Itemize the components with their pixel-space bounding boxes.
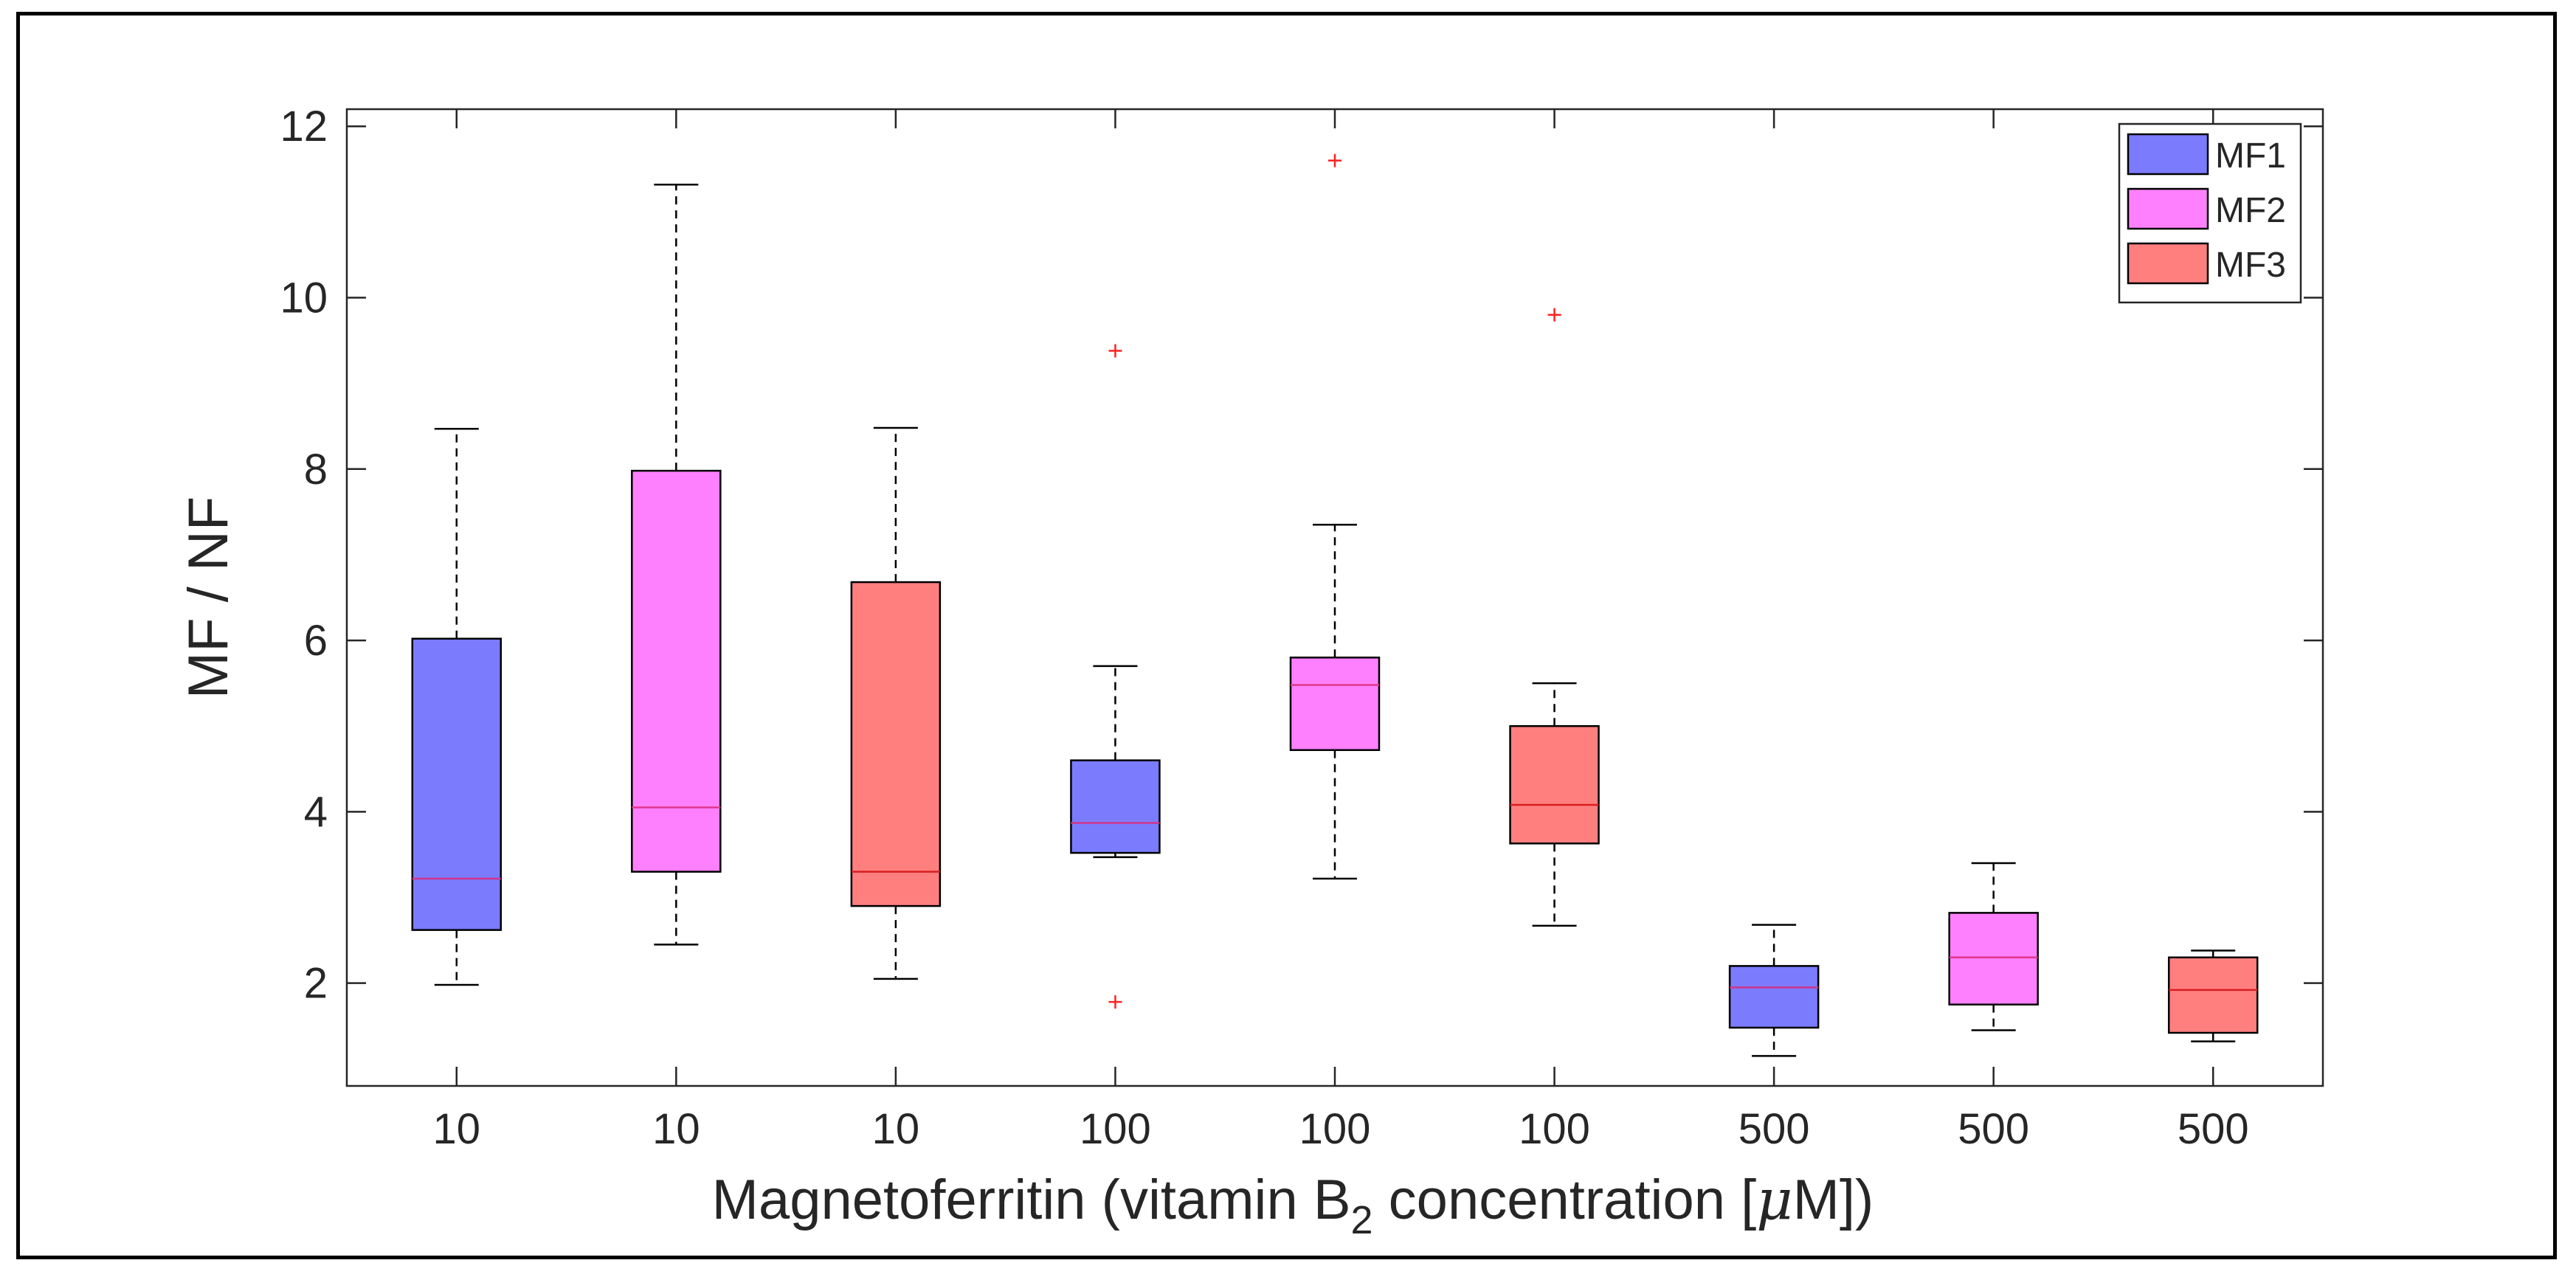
y-tick-label: 10 <box>280 274 328 322</box>
box-8-mf2 <box>1948 862 2039 1031</box>
legend-swatch-mf3 <box>2127 242 2209 285</box>
x-axis-title-prefix: Magnetoferritin (vitamin B <box>712 1169 1351 1231</box>
iqr-box <box>631 469 722 873</box>
outlier-marker <box>1328 153 1341 167</box>
legend-label-mf2: MF2 <box>2215 191 2286 230</box>
x-axis-title-subscript: 2 <box>1351 1198 1373 1242</box>
y-tick-label: 12 <box>280 103 328 150</box>
x-tick-label: 500 <box>2178 1105 2249 1153</box>
x-tick-label: 10 <box>433 1105 481 1153</box>
iqr-box <box>411 637 503 931</box>
x-tick-label: 100 <box>1080 1105 1151 1153</box>
y-tick-label: 8 <box>304 446 328 494</box>
iqr-box <box>1070 759 1161 854</box>
box-9-mf3 <box>2167 949 2259 1042</box>
x-axis-title: Magnetoferritin (vitamin B2 concentratio… <box>712 1166 1874 1242</box>
y-axis-title: MF / NF <box>177 496 240 699</box>
x-axis-title-mu: μ <box>1756 1166 1792 1232</box>
outlier-marker <box>1547 308 1561 322</box>
box-6-mf3 <box>1509 308 1600 927</box>
x-tick-label: 10 <box>652 1105 700 1153</box>
x-tick-label: 500 <box>1738 1105 1810 1153</box>
box-7-mf1 <box>1728 924 1820 1057</box>
legend-swatch-mf2 <box>2127 187 2209 230</box>
x-tick-label: 500 <box>1958 1105 2029 1153</box>
iqr-box <box>850 581 942 907</box>
box-4-mf1 <box>1070 344 1161 1009</box>
x-tick-label: 100 <box>1299 1105 1371 1153</box>
legend-label-mf1: MF1 <box>2215 136 2286 176</box>
x-axis-title-middle: concentration [ <box>1373 1169 1757 1231</box>
iqr-box <box>1948 912 2039 1006</box>
box-5-mf2 <box>1289 153 1381 880</box>
outlier-marker <box>1108 344 1122 358</box>
x-axis-title-suffix: M]) <box>1793 1169 1874 1231</box>
legend-label-mf3: MF3 <box>2215 246 2286 285</box>
box-1-mf1 <box>411 427 503 986</box>
y-tick-label: 2 <box>304 960 328 1008</box>
box-2-mf2 <box>631 183 722 946</box>
iqr-box <box>1728 965 1820 1029</box>
outlier-marker <box>1108 995 1122 1009</box>
y-tick-label: 4 <box>304 788 328 836</box>
box-3-mf3 <box>850 426 942 980</box>
iqr-box <box>1509 724 1600 845</box>
legend: MF1 MF2 MF3 <box>2118 122 2302 304</box>
iqr-box <box>1289 657 1381 751</box>
iqr-box <box>2167 956 2259 1034</box>
x-tick-label: 10 <box>872 1105 920 1153</box>
legend-swatch-mf1 <box>2127 133 2209 176</box>
y-tick-label: 6 <box>304 617 328 665</box>
x-tick-label: 100 <box>1519 1105 1590 1153</box>
